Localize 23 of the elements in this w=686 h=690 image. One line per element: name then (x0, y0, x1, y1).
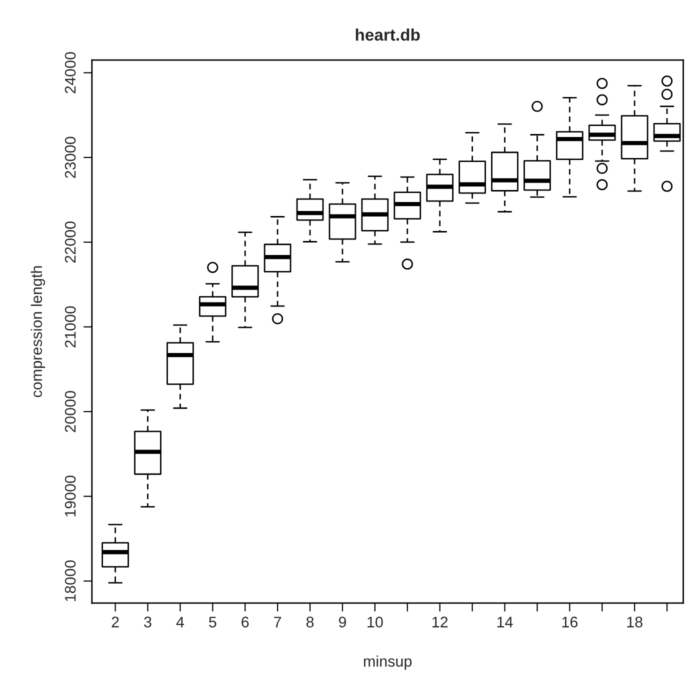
x-tick-label: 5 (209, 616, 216, 628)
x-tick-label: 7 (274, 616, 282, 628)
y-tick-label: 21000 (64, 306, 76, 348)
x-tick-label: 16 (562, 616, 578, 628)
x-tick-label: 2 (112, 616, 119, 628)
chart-title: heart.db (356, 28, 420, 41)
x-tick-label: 9 (338, 616, 346, 628)
x-tick-label: 3 (144, 616, 152, 628)
x-tick-label: 18 (627, 616, 642, 628)
y-tick-label: 20000 (64, 390, 76, 432)
y-axis-title: compression length (30, 266, 46, 398)
y-tick-label: 18000 (64, 560, 76, 602)
x-tick-label: 6 (242, 616, 249, 628)
y-tick-label: 19000 (64, 476, 76, 516)
y-tick-label: 22000 (64, 222, 76, 263)
x-tick-label: 14 (497, 616, 513, 628)
y-tick-label: 24000 (64, 52, 76, 94)
x-tick-label: 8 (306, 616, 314, 628)
x-tick-label: 12 (432, 616, 448, 628)
x-axis-title: minsup (364, 655, 412, 670)
x-tick-label: 4 (176, 616, 184, 628)
x-tick-label: 10 (368, 616, 383, 628)
y-tick-label: 23000 (64, 136, 76, 178)
